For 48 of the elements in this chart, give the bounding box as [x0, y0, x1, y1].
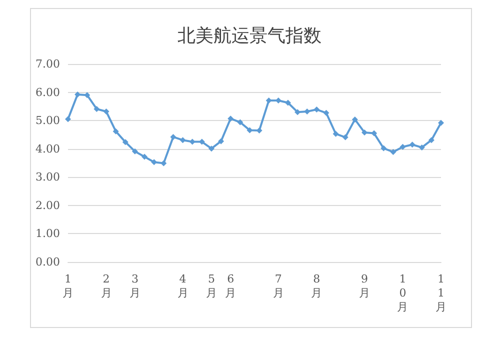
point	[371, 130, 378, 136]
point	[65, 116, 71, 122]
x-tick-label: 4月	[177, 272, 188, 300]
y-tick-label: 5.00	[36, 114, 60, 128]
point	[418, 144, 425, 150]
point	[122, 139, 128, 146]
x-tick-label: 5月	[206, 272, 217, 300]
point	[380, 145, 387, 152]
x-tick-label: 1月	[62, 272, 74, 300]
x-tick-label: 9月	[358, 272, 370, 300]
x-tick-label: 11月	[436, 272, 446, 314]
y-tick-label: 6.00	[36, 86, 60, 99]
y-tick-label: 1.00	[36, 227, 60, 240]
point	[142, 154, 148, 160]
point	[228, 116, 234, 122]
y-tick-label: 3.00	[36, 170, 60, 184]
x-tick-label: 8月	[311, 272, 322, 300]
x-tick-label: 2月	[100, 272, 112, 300]
point	[332, 130, 339, 137]
point	[180, 137, 186, 144]
point	[314, 106, 320, 113]
point	[218, 138, 224, 144]
point	[237, 119, 244, 126]
chart-title: 北美航运景气指数	[178, 26, 322, 46]
x-tick-label: 6月	[225, 272, 236, 300]
point	[428, 137, 434, 144]
point	[400, 144, 406, 150]
point	[409, 142, 416, 148]
point	[208, 146, 214, 152]
point	[438, 120, 444, 126]
point	[132, 148, 138, 154]
point	[94, 106, 100, 112]
y-tick-label: 4.00	[36, 142, 60, 156]
point	[352, 116, 358, 122]
point	[284, 100, 291, 106]
y-tick-label: 0.00	[36, 256, 60, 268]
point	[103, 108, 110, 115]
x-tick-label: 3月	[129, 272, 140, 300]
point	[112, 128, 119, 134]
point	[323, 110, 330, 116]
y-tick-label: 7.00	[36, 58, 60, 70]
y-tick-label: 2.00	[36, 198, 60, 212]
point	[342, 134, 348, 140]
point	[170, 134, 176, 140]
x-tick-label: 10月	[397, 272, 408, 314]
x-tick-label: 7月	[272, 272, 284, 300]
point	[361, 129, 368, 136]
point	[390, 148, 396, 155]
